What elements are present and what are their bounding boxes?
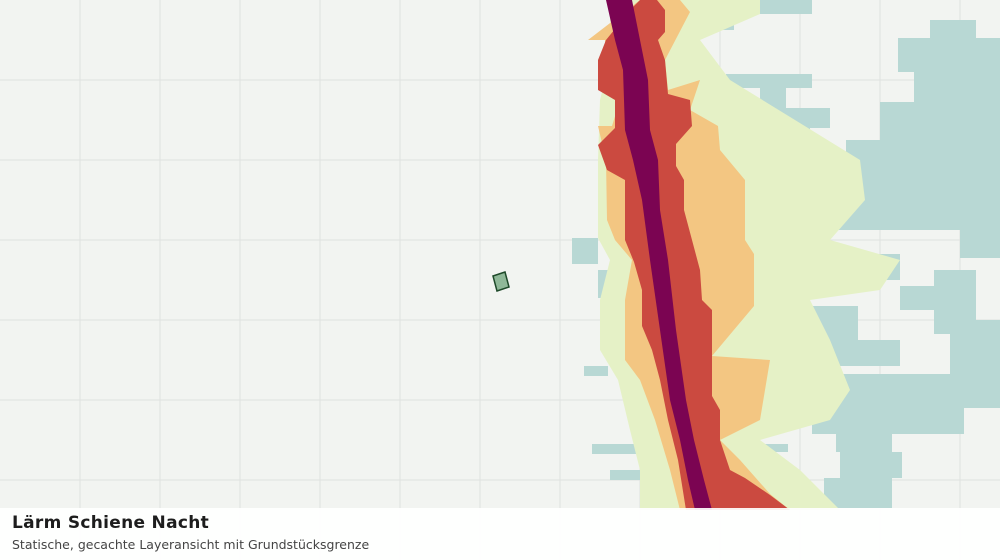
layer-title: Lärm Schiene Nacht bbox=[12, 513, 210, 533]
noise-zones bbox=[588, 0, 900, 510]
parcel bbox=[492, 271, 510, 292]
info-panel: Lärm Schiene Nacht Statische, gecachte L… bbox=[0, 508, 1000, 560]
layer-subtitle: Statische, gecachte Layeransicht mit Gru… bbox=[12, 537, 370, 552]
